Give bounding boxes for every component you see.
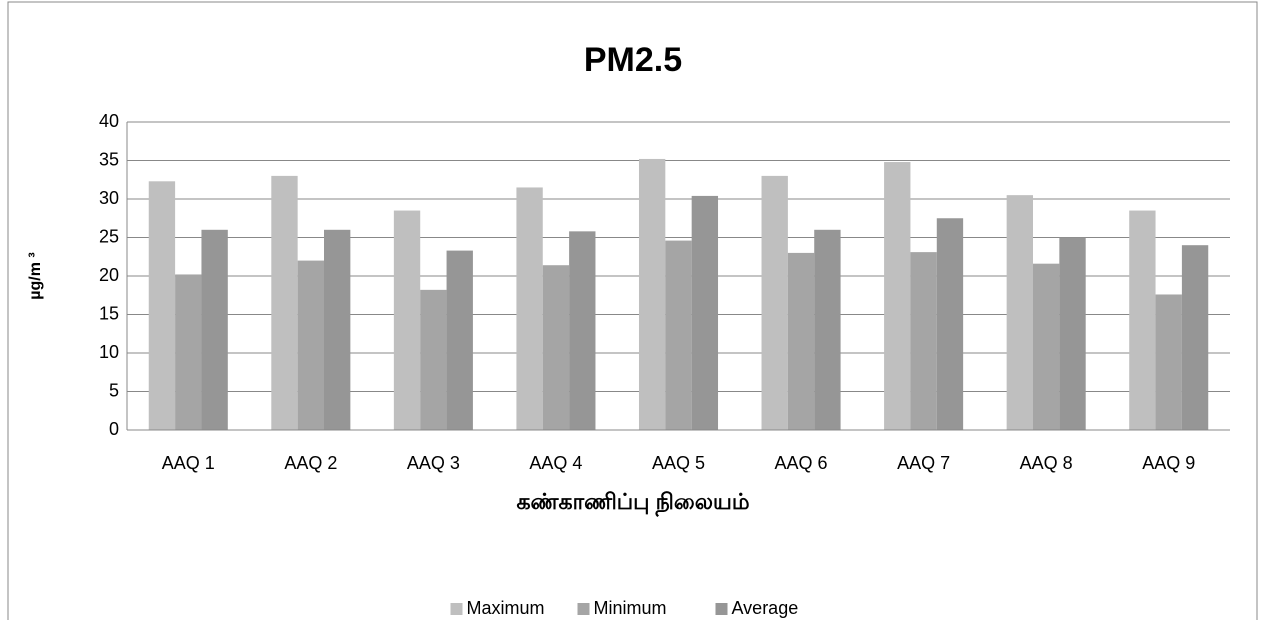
y-tick-label: 15: [99, 303, 119, 323]
x-tick-label: AAQ 8: [1020, 453, 1073, 473]
bar: [516, 187, 543, 430]
bar: [761, 175, 788, 430]
bar: [936, 218, 964, 430]
chart-title: PM2.5: [584, 41, 682, 79]
bar: [787, 252, 815, 430]
bar: [1129, 210, 1156, 430]
x-axis-title: கண்காணிப்பு நிலையம்: [516, 489, 749, 517]
bar: [1006, 195, 1033, 430]
bar: [1059, 237, 1086, 430]
legend-swatch: [577, 603, 590, 615]
bar: [1181, 245, 1209, 430]
bar: [271, 175, 298, 430]
bar: [201, 229, 228, 430]
y-axis-title: µg/m ³: [27, 252, 44, 299]
bar: [420, 289, 447, 430]
legend-swatch: [450, 603, 463, 615]
x-tick-label: AAQ 2: [284, 453, 337, 473]
x-tick-label: AAQ 1: [162, 453, 215, 473]
bar: [691, 195, 719, 430]
bar: [1032, 263, 1060, 430]
x-tick-label: AAQ 4: [529, 453, 582, 473]
y-tick-label: 30: [99, 188, 119, 208]
bar: [542, 265, 570, 430]
bar: [148, 181, 176, 430]
bar: [665, 240, 692, 430]
x-tick-label: AAQ 7: [897, 453, 950, 473]
bar: [1155, 294, 1182, 430]
y-tick-label: 10: [99, 342, 119, 362]
x-tick-label: AAQ 9: [1142, 453, 1195, 473]
x-tick-label: AAQ 5: [652, 453, 705, 473]
bar: [910, 252, 937, 430]
bar: [446, 250, 473, 430]
bar: [638, 158, 666, 430]
bar: [884, 162, 911, 431]
bar: [175, 274, 202, 430]
legend-label: Maximum: [467, 598, 545, 618]
y-tick-label: 0: [109, 419, 119, 439]
x-tick-label: AAQ 3: [407, 453, 460, 473]
y-tick-label: 40: [99, 111, 119, 131]
bar: [324, 229, 351, 430]
x-tick-label: AAQ 6: [775, 453, 828, 473]
y-tick-label: 5: [109, 380, 119, 400]
bar: [393, 210, 421, 430]
bar: [814, 229, 841, 430]
legend-swatch: [715, 603, 728, 615]
y-tick-label: 35: [99, 149, 119, 169]
bar: [569, 231, 596, 430]
legend-label: Average: [732, 598, 799, 618]
bar: [297, 260, 325, 430]
y-tick-label: 25: [99, 226, 119, 246]
legend-label: Minimum: [594, 598, 667, 618]
y-tick-label: 20: [99, 265, 119, 285]
